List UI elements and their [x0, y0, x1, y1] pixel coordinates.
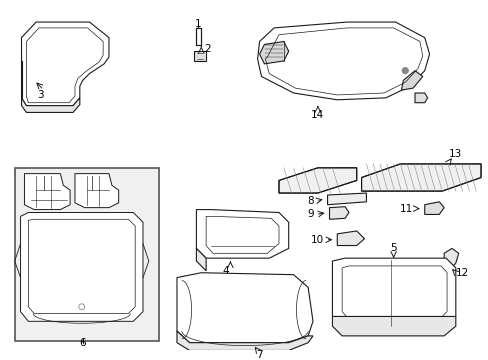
Polygon shape	[24, 174, 70, 210]
Polygon shape	[361, 164, 480, 191]
Text: 2: 2	[204, 44, 210, 54]
Polygon shape	[196, 28, 201, 45]
Text: 8: 8	[307, 196, 313, 206]
Polygon shape	[414, 93, 427, 103]
Text: 11: 11	[399, 204, 412, 213]
Polygon shape	[332, 258, 455, 326]
Polygon shape	[259, 41, 288, 64]
Polygon shape	[194, 51, 206, 61]
Text: 6: 6	[79, 338, 86, 348]
Text: 3: 3	[37, 90, 43, 100]
FancyBboxPatch shape	[15, 168, 158, 341]
Polygon shape	[401, 71, 422, 90]
Polygon shape	[177, 273, 312, 343]
Polygon shape	[196, 210, 288, 258]
Polygon shape	[75, 174, 119, 208]
Text: 13: 13	[448, 149, 462, 159]
Text: 12: 12	[455, 268, 468, 278]
Circle shape	[402, 68, 407, 73]
Text: 9: 9	[307, 210, 313, 220]
Text: 10: 10	[310, 235, 323, 245]
Polygon shape	[196, 248, 206, 271]
Text: 5: 5	[389, 243, 396, 253]
Polygon shape	[424, 202, 443, 215]
Polygon shape	[20, 212, 142, 321]
Text: 14: 14	[310, 110, 324, 120]
Text: 7: 7	[256, 350, 263, 360]
Polygon shape	[329, 207, 348, 219]
Polygon shape	[443, 248, 458, 268]
Polygon shape	[337, 231, 364, 246]
Polygon shape	[279, 168, 356, 193]
Polygon shape	[257, 22, 428, 100]
Polygon shape	[332, 316, 455, 336]
Text: 1: 1	[195, 19, 201, 29]
Polygon shape	[21, 22, 109, 105]
Text: 4: 4	[222, 266, 228, 276]
Polygon shape	[177, 331, 312, 350]
Polygon shape	[21, 98, 80, 112]
Polygon shape	[327, 193, 366, 205]
